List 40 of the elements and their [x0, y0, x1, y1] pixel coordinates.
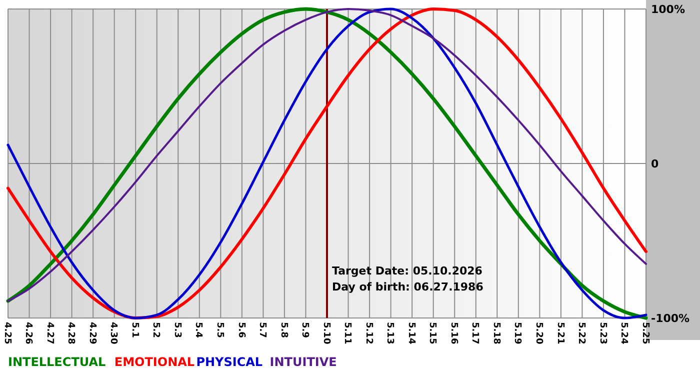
x-tick-label: 4.28 — [66, 322, 76, 344]
y-tick-label: 100% — [651, 2, 685, 16]
x-tick-label: 5.17 — [470, 322, 480, 344]
x-tick-label: 5.2 — [150, 322, 161, 338]
y-tick-label: -100% — [651, 312, 690, 325]
x-tick-label: 5.23 — [597, 322, 608, 344]
text: INTELLECTUAL — [8, 355, 106, 369]
x-tick-label: 4.25 — [2, 322, 12, 344]
x-tick-label: 5.5 — [214, 322, 225, 338]
x-tick-label: 5.9 — [300, 322, 310, 338]
x-tick-label: 5.13 — [384, 322, 395, 344]
x-tick-label: 4.26 — [23, 322, 34, 344]
x-tick-label: 5.25 — [640, 322, 650, 344]
x-tick-label: 5.21 — [554, 322, 565, 344]
text: EMOTIONAL — [114, 355, 195, 369]
x-tick-label: 5.18 — [490, 322, 501, 344]
x-tick-label: 5.24 — [618, 322, 629, 344]
x-tick-label: 5.12 — [363, 322, 374, 344]
x-tick-label: 5.6 — [236, 322, 246, 338]
x-tick-label: 5.15 — [427, 322, 438, 344]
annotation: Day of birth: 06.27.1986 — [332, 280, 484, 294]
x-tick-label: 4.30 — [108, 322, 118, 344]
x-tick-label: 5.3 — [172, 322, 182, 338]
x-tick-label: 5.22 — [576, 322, 586, 344]
annotation: Target Date: 05.10.2026 — [332, 264, 483, 278]
text: INTUITIVE — [270, 355, 337, 369]
x-tick-label: 5.19 — [512, 322, 522, 344]
x-tick-label: 4.27 — [44, 322, 54, 344]
x-tick-label: 5.1 — [129, 322, 140, 338]
x-tick-label: 5.4 — [193, 322, 204, 338]
x-tick-label: 5.10 — [320, 322, 331, 344]
x-tick-label: 5.16 — [448, 322, 458, 344]
x-tick-label: 5.7 — [257, 322, 268, 338]
x-tick-label: 5.14 — [406, 322, 416, 344]
x-tick-label: 5.11 — [342, 322, 352, 344]
y-tick-label: 0 — [651, 157, 659, 170]
x-tick-label: 4.29 — [86, 322, 97, 344]
text: PHYSICAL — [196, 355, 263, 369]
x-tick-label: 5.8 — [278, 322, 288, 338]
x-tick-label: 5.20 — [534, 322, 544, 344]
